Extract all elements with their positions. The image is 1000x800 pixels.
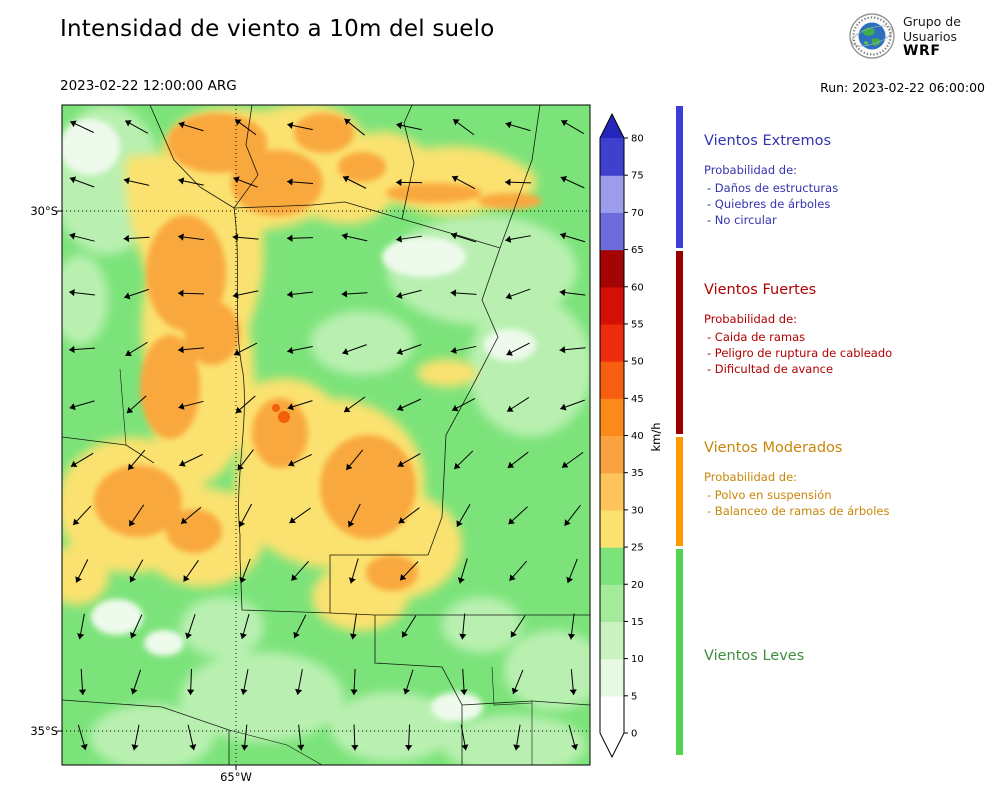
- legend-subtitle: Probabilidad de:: [704, 312, 798, 326]
- legend-section-fuertes: Vientos Fuertes Probabilidad de: - Caida…: [704, 282, 996, 378]
- svg-text:40: 40: [631, 431, 644, 442]
- logo-line-1: Grupo de: [903, 14, 961, 29]
- legend-title-fuertes: Vientos Fuertes: [704, 282, 817, 298]
- svg-text:60: 60: [631, 282, 644, 293]
- map-frame: [61, 104, 591, 766]
- legend-strips: [676, 0, 683, 800]
- legend-strip-extremos: [676, 106, 683, 249]
- wind-field-orange-areas: [94, 113, 542, 591]
- legend-item: - Daños de estructuras: [707, 181, 839, 195]
- grid-lines: [62, 105, 590, 765]
- svg-text:70: 70: [631, 208, 644, 219]
- wind-field-peak-spots: [272, 404, 290, 423]
- svg-text:50: 50: [631, 357, 644, 368]
- lon-label-65w: 65°W: [220, 770, 252, 784]
- svg-text:55: 55: [631, 319, 644, 330]
- svg-text:20: 20: [631, 580, 644, 591]
- legend-strip-moderados: [676, 437, 683, 546]
- logo-line-3: WRF: [903, 43, 941, 59]
- lat-label-30s: 30°S: [30, 204, 58, 218]
- legend-strip-fuertes: [676, 251, 683, 434]
- legend-section-extremos: Vientos Extremos Probabilidad de: - Daño…: [704, 133, 996, 229]
- legend-title-leves: Vientos Leves: [704, 648, 805, 664]
- svg-text:35: 35: [631, 468, 644, 479]
- colorbar-ticks: 0 5 10 15 20 25 30 35 40 45 50 55 60 65 70 75 80: [624, 134, 644, 740]
- svg-text:25: 25: [631, 543, 644, 554]
- svg-text:65: 65: [631, 245, 644, 256]
- legend-title-extremos: Vientos Extremos: [704, 133, 832, 149]
- legend-section-moderados: Vientos Moderados Probabilidad de: - Pol…: [704, 440, 996, 519]
- legend-item: - Balanceo de ramas de árboles: [707, 504, 890, 519]
- legend-title-moderados: Vientos Moderados: [704, 440, 843, 456]
- legend-item: - No circular: [707, 213, 777, 228]
- svg-text:45: 45: [631, 394, 644, 405]
- wrf-logo: Grupo de Usuarios WRF: [848, 12, 961, 60]
- colorbar-unit-label: km/h: [649, 422, 663, 452]
- svg-text:80: 80: [631, 134, 644, 145]
- legend-item: - Caida de ramas: [707, 330, 806, 344]
- svg-text:15: 15: [631, 617, 644, 628]
- svg-text:0: 0: [631, 729, 637, 740]
- colorbar-scale: [599, 112, 625, 759]
- run-time-label: Run: 2023-02-22 06:00:00: [820, 80, 985, 95]
- wind-map: [57, 104, 591, 770]
- svg-text:75: 75: [631, 171, 644, 182]
- figure-title: Intensidad de viento a 10m del suelo: [60, 16, 495, 42]
- legend-item: - Dificultad de avance: [707, 362, 834, 377]
- logo-line-2: Usuarios: [903, 29, 958, 44]
- svg-text:5: 5: [631, 691, 637, 702]
- legend-item: - Quiebres de árboles: [707, 197, 831, 212]
- colorbar: 0 5 10 15 20 25 30 35 40 45 50 55 60 65 70 75 80: [599, 112, 644, 759]
- valid-time-label: 2023-02-22 12:00:00 ARG: [60, 78, 237, 94]
- svg-text:30: 30: [631, 505, 644, 516]
- province-boundaries: [62, 105, 590, 765]
- legend-subtitle: Probabilidad de:: [704, 470, 798, 484]
- wind-field-pale-areas: [62, 119, 536, 722]
- legend-item: - Polvo en suspensión: [707, 488, 832, 502]
- lat-label-35s: 35°S: [30, 724, 58, 738]
- globe-icon: [849, 13, 895, 59]
- legend-item: - Peligro de ruptura de cableado: [707, 346, 893, 361]
- svg-text:10: 10: [631, 654, 644, 665]
- legend-section-leves: Vientos Leves: [704, 648, 996, 678]
- axis-ticks: [57, 210, 237, 770]
- wind-arrows: [68, 118, 586, 751]
- legend-strip-leves: [676, 548, 683, 756]
- legend-subtitle: Probabilidad de:: [704, 163, 798, 177]
